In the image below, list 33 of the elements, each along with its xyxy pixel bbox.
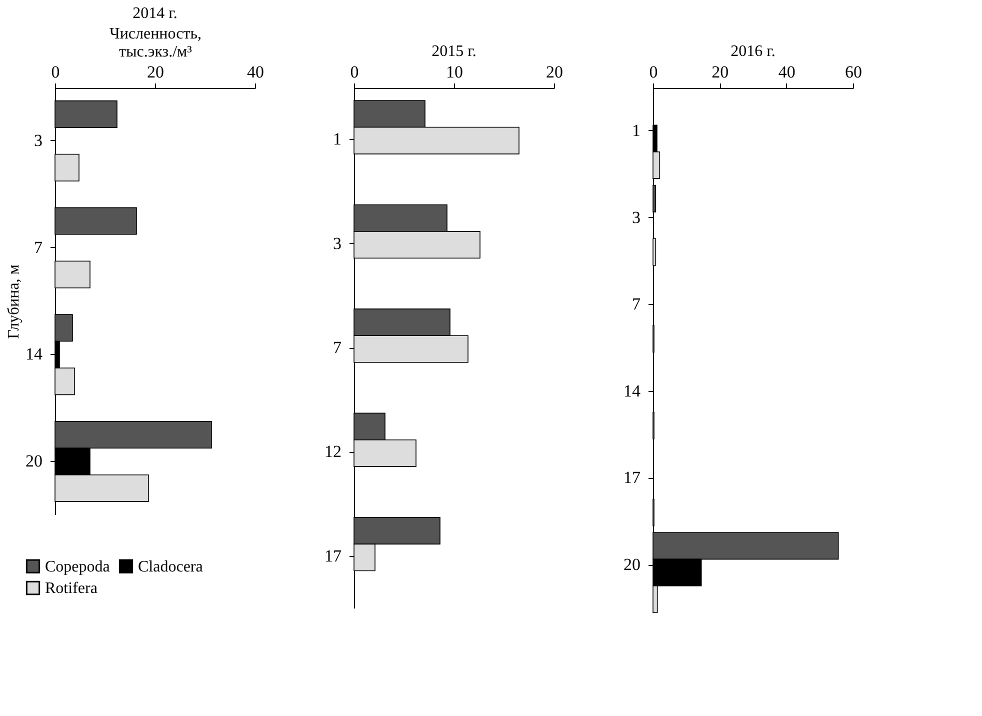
chart-title: 2016 г. <box>730 43 776 60</box>
y-tick-label: 14 <box>624 381 641 400</box>
y-tick-label: 17 <box>324 546 342 566</box>
chart-title: 2015 г. <box>432 43 476 60</box>
chart-title: 2014 г. <box>132 5 178 22</box>
y-tick-label: 3 <box>34 130 42 150</box>
y-tick-label: 7 <box>333 338 342 357</box>
y-tick-label: 1 <box>632 120 640 140</box>
x-tick-label: 20 <box>712 62 729 82</box>
x-tick-label: 40 <box>247 62 264 82</box>
y-tick-label: 17 <box>624 468 641 488</box>
legend-label: Cladocera <box>138 558 203 576</box>
y-tick-label: 3 <box>333 234 342 253</box>
y-tick-label: 7 <box>632 294 641 314</box>
x-tick-label: 0 <box>350 62 359 82</box>
y-tick-label: 14 <box>26 344 43 364</box>
y-tick-label: 3 <box>632 208 640 227</box>
y-tick-label: 7 <box>34 238 43 257</box>
y-axis-title: Глубина, м <box>6 264 22 339</box>
x-tick-label: 60 <box>845 62 862 82</box>
x-axis-title: Численность, тыс.экз./м³ <box>109 26 202 60</box>
x-tick-label: 0 <box>51 62 60 82</box>
legend-label: Copepoda <box>45 558 110 576</box>
y-tick-label: 12 <box>324 442 342 462</box>
legend-label: Rotifera <box>45 580 98 597</box>
x-tick-label: 20 <box>546 62 563 82</box>
x-tick-label: 40 <box>778 62 796 82</box>
y-tick-label: 1 <box>333 130 342 149</box>
y-tick-label: 20 <box>26 452 42 470</box>
y-tick-label: 20 <box>624 555 640 574</box>
x-tick-label: 10 <box>446 62 463 82</box>
x-tick-label: 0 <box>649 62 658 82</box>
x-tick-label: 20 <box>147 62 164 82</box>
